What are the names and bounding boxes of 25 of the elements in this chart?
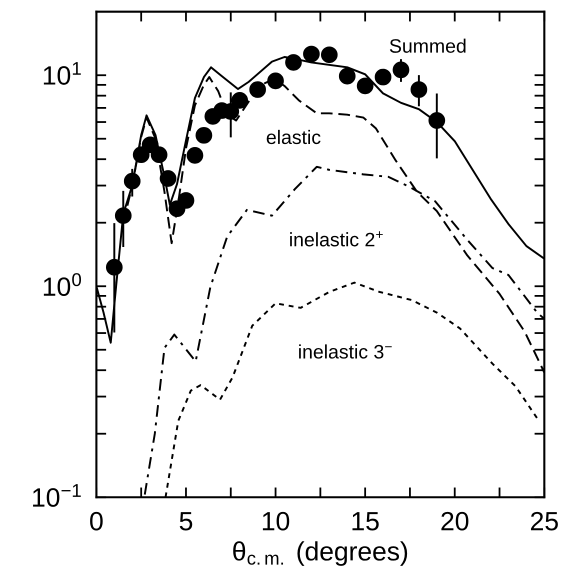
point (231, 92, 248, 109)
point (356, 78, 374, 94)
point (374, 68, 392, 86)
y-tick-label: 10$^{0}$ (44, 273, 82, 296)
x-tick-label: 10 (262, 512, 290, 531)
annotation: Summed (390, 38, 466, 53)
x-tick-label: 15 (352, 512, 379, 531)
point (338, 68, 356, 84)
x-tick-label: 0 (90, 512, 103, 531)
annotation: inelastic 2$^{+}$ (290, 231, 383, 246)
x-tick-label: 20 (441, 512, 468, 531)
point (186, 147, 204, 164)
x-tick-label: 25 (530, 512, 558, 531)
point (178, 192, 194, 209)
point (320, 46, 338, 64)
annotation: inelastic 3$^{−}$ (299, 344, 392, 359)
x-tick-label: 5 (180, 512, 192, 531)
point (267, 72, 284, 90)
point (196, 126, 212, 144)
annotation: elastic (266, 130, 321, 144)
x-axis-title: θ$_{c.m.}$ (degrees) (233, 541, 408, 566)
y-tick-label: 10$^{−1}$ (33, 484, 81, 507)
point (303, 46, 320, 62)
y-tick-label: 10$^{1}$ (44, 62, 81, 85)
point (249, 81, 266, 98)
